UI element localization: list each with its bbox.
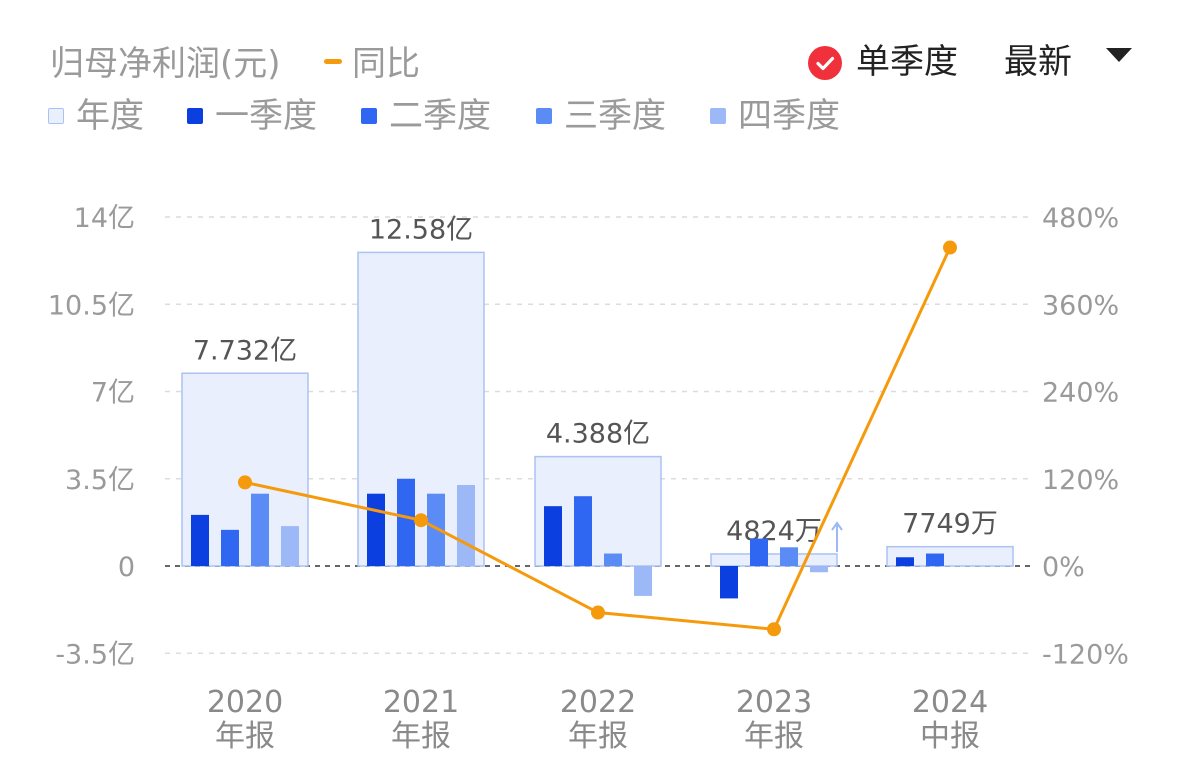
y-right-tick-label: -120% xyxy=(1042,639,1129,670)
y-right-tick-label: 0% xyxy=(1042,552,1085,583)
chart-title: 归母净利润(元) xyxy=(50,44,281,84)
legend-q3-label: 三季度 xyxy=(564,96,666,136)
y-right-tick-label: 120% xyxy=(1042,465,1119,496)
annual-value-label: 4824万 xyxy=(726,516,822,547)
annual-value-label: 7.732亿 xyxy=(193,335,297,366)
annual-bar xyxy=(710,553,838,567)
quarter-bar-4 xyxy=(810,566,828,573)
quarter-bar-4 xyxy=(457,484,475,566)
x-tick-label-year: 2022 xyxy=(560,685,636,720)
quarter-bar-1 xyxy=(720,566,738,599)
x-tick-label-year: 2024 xyxy=(912,685,988,720)
yoy-point xyxy=(767,622,781,637)
legend-q4-label: 四季度 xyxy=(738,96,840,136)
quarter-bar-3 xyxy=(427,493,445,566)
legend-q1-label: 一季度 xyxy=(215,96,317,136)
x-tick-label-type: 年报 xyxy=(391,719,451,754)
quarter-bar-2 xyxy=(750,538,768,566)
y-left-tick-label: -3.5亿 xyxy=(55,639,135,670)
y-left-tick-label: 0 xyxy=(118,552,135,583)
x-tick-label-year: 2021 xyxy=(383,685,459,720)
trend-arrow-icon xyxy=(831,521,843,552)
y-right-tick-label: 360% xyxy=(1042,290,1119,321)
x-tick-label-type: 年报 xyxy=(568,719,628,754)
legend-annual-swatch xyxy=(48,107,64,124)
quarter-bar-4 xyxy=(281,526,299,566)
legend-annual-label: 年度 xyxy=(76,96,144,136)
quarter-bar-3 xyxy=(604,553,622,566)
x-tick-label-type: 中报 xyxy=(920,719,980,754)
annual-value-label: 12.58亿 xyxy=(369,214,473,245)
legend-annual[interactable]: 年度 xyxy=(48,96,144,136)
quarter-bar-3 xyxy=(251,493,269,566)
period-select[interactable]: 最新 xyxy=(1004,42,1072,82)
yoy-legend: 同比 xyxy=(324,44,420,84)
x-tick-label-type: 年报 xyxy=(215,719,275,754)
legend-q2[interactable]: 二季度 xyxy=(361,96,491,136)
x-tick-label-type: 年报 xyxy=(744,719,804,754)
annual-bar xyxy=(886,545,1014,567)
quarter-bar-2 xyxy=(221,529,239,566)
y-right-tick-label: 480% xyxy=(1042,203,1119,234)
quarter-bar-1 xyxy=(367,493,385,566)
legend-q3-swatch xyxy=(536,107,552,124)
chevron-down-icon[interactable] xyxy=(1106,48,1132,62)
quarter-toggle-label[interactable]: 单季度 xyxy=(856,42,958,82)
yoy-legend-swatch xyxy=(324,59,342,64)
quarter-bar-1 xyxy=(191,514,209,566)
quarter-bar-4 xyxy=(634,566,652,596)
y-left-tick-label: 7亿 xyxy=(91,378,135,409)
annual-value-label: 7749万 xyxy=(902,509,998,540)
quarter-bar-1 xyxy=(544,506,562,566)
y-right-tick-label: 240% xyxy=(1042,378,1119,409)
x-tick-label-year: 2020 xyxy=(207,685,283,720)
yoy-point xyxy=(414,513,428,528)
legend-q2-swatch xyxy=(361,107,377,124)
yoy-point xyxy=(943,240,957,255)
legend-q1[interactable]: 一季度 xyxy=(187,96,317,136)
legend-q2-label: 二季度 xyxy=(389,96,491,136)
annual-value-label: 4.388亿 xyxy=(546,419,650,450)
quarter-bar-3 xyxy=(780,547,798,566)
quarter-bar-1 xyxy=(896,557,914,566)
x-tick-label-year: 2023 xyxy=(736,685,812,720)
legend-q4[interactable]: 四季度 xyxy=(710,96,840,136)
y-left-tick-label: 10.5亿 xyxy=(48,290,135,321)
quarter-bar-2 xyxy=(926,553,944,566)
quarter-bar-2 xyxy=(574,496,592,566)
yoy-point xyxy=(591,605,605,620)
y-left-tick-label: 3.5亿 xyxy=(65,465,135,496)
legend-q1-swatch xyxy=(187,107,203,124)
yoy-point xyxy=(238,475,252,490)
quarter-bar-2 xyxy=(397,478,415,566)
legend-q3[interactable]: 三季度 xyxy=(536,96,666,136)
quarter-toggle-check-icon[interactable] xyxy=(808,46,842,80)
yoy-legend-label: 同比 xyxy=(352,44,420,84)
legend-q4-swatch xyxy=(710,107,726,124)
y-left-tick-label: 14亿 xyxy=(74,203,135,234)
